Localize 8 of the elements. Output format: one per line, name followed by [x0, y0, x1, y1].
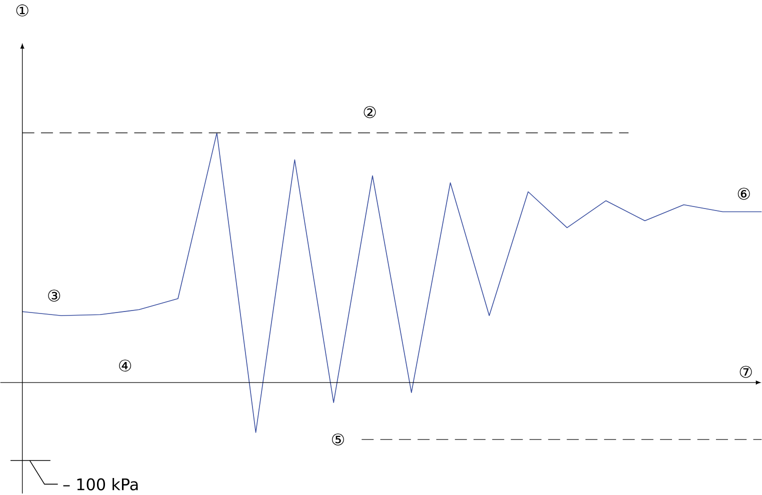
ref-line-label: ② — [364, 106, 376, 118]
ref-line-label: ⑤ — [332, 434, 344, 446]
x-axis-title: ⑦ — [740, 366, 752, 378]
ref-line-label: – 100 kPa — [63, 478, 138, 490]
text: ① — [16, 4, 28, 16]
annotation: ④ — [119, 360, 132, 372]
annotation: ③ — [48, 290, 60, 302]
annotation: ⑥ — [738, 188, 750, 200]
